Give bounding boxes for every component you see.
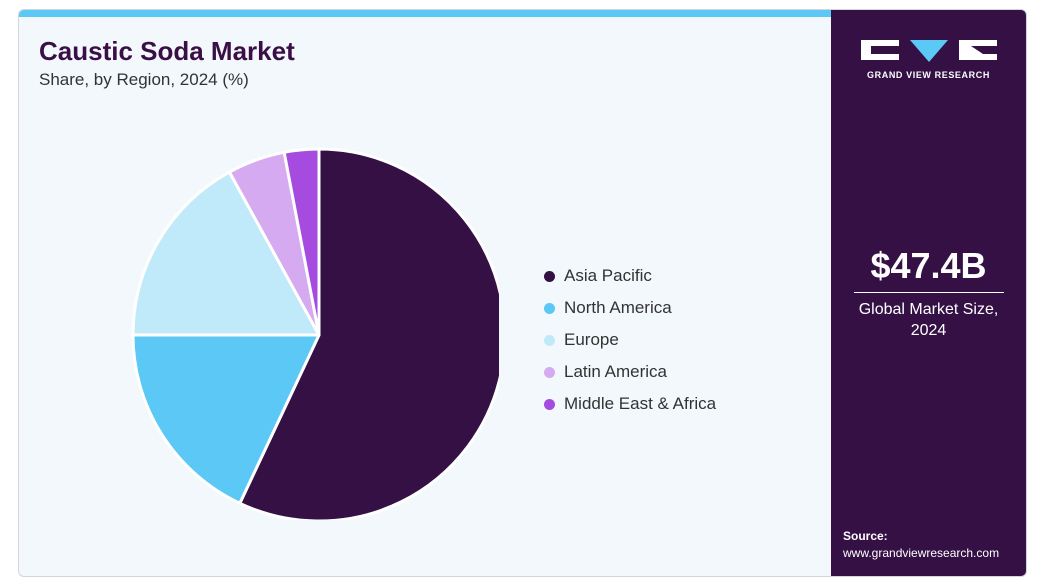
legend-dot-icon (544, 302, 555, 314)
logo-text: GRAND VIEW RESEARCH (867, 70, 990, 80)
divider (854, 292, 1004, 293)
pie-chart (131, 147, 499, 520)
legend-item: Latin America (544, 356, 716, 388)
pie-slice-europe (131, 170, 321, 337)
legend-dot-icon (544, 366, 555, 378)
legend-label: Europe (564, 330, 619, 349)
legend-item: Europe (544, 324, 716, 356)
legend-label: Latin America (564, 362, 667, 381)
accent-bar (19, 10, 831, 17)
legend-dot-icon (544, 398, 555, 410)
legend-dot-icon (544, 270, 555, 282)
market-size-label: Global Market Size, 2024 (858, 301, 999, 339)
legend-item: Middle East & Africa (544, 388, 716, 420)
chart-subtitle: Share, by Region, 2024 (%) (39, 70, 249, 89)
pie-slice-asia-pacific (238, 147, 499, 520)
pie-slice-north-america (131, 333, 321, 505)
source-label: Source: (843, 529, 888, 543)
legend-label: North America (564, 298, 672, 317)
chart-title: Caustic Soda Market (39, 36, 295, 66)
legend-item: Asia Pacific (544, 260, 716, 292)
market-size-value: $47.4B (870, 245, 987, 286)
chart-card: Caustic Soda Market Share, by Region, 20… (18, 9, 1027, 577)
grand-view-research-logo (861, 40, 997, 62)
legend-item: North America (544, 292, 716, 324)
legend-label: Asia Pacific (564, 266, 652, 285)
legend-label: Middle East & Africa (564, 394, 717, 413)
pie-slice-middle-east-africa (282, 147, 321, 337)
source-url[interactable]: www.grandviewresearch.com (843, 546, 1000, 560)
legend-dot-icon (544, 334, 555, 346)
legend: Asia Pacific North America Europe Latin Ame… (544, 260, 716, 420)
side-panel: GRAND VIEW RESEARCH $47.4B Global Market… (831, 10, 1026, 576)
